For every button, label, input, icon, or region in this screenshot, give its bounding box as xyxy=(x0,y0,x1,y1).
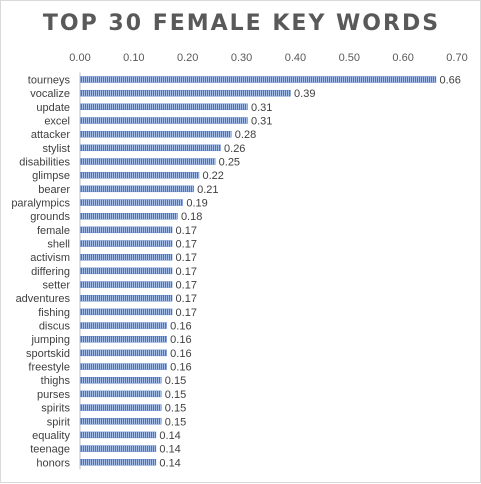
bar xyxy=(80,418,162,425)
data-label: 0.39 xyxy=(294,88,315,100)
bar xyxy=(80,322,167,329)
bar xyxy=(80,158,216,165)
bar xyxy=(80,295,173,302)
category-label: activism xyxy=(30,252,70,264)
x-tick-label: 0.70 xyxy=(446,52,467,64)
bar xyxy=(80,445,157,452)
category-label: adventures xyxy=(16,293,71,305)
data-label: 0.17 xyxy=(176,280,197,292)
bar xyxy=(80,377,162,384)
bar xyxy=(80,130,232,138)
category-label: disabilities xyxy=(19,157,70,169)
bar xyxy=(80,240,173,247)
bar xyxy=(80,336,167,343)
x-tick-label: 0.30 xyxy=(231,52,252,64)
category-label: honors xyxy=(36,457,70,469)
data-label: 0.15 xyxy=(165,403,186,415)
x-tick-label: 0.00 xyxy=(69,52,90,64)
data-label: 0.17 xyxy=(176,266,197,278)
data-label: 0.14 xyxy=(159,457,180,469)
bar xyxy=(80,144,221,152)
category-label: grounds xyxy=(30,211,70,223)
category-label: differing xyxy=(31,266,70,278)
data-label: 0.25 xyxy=(219,157,240,169)
category-label: vocalize xyxy=(30,88,70,100)
data-label: 0.26 xyxy=(224,143,245,155)
bar xyxy=(80,185,194,193)
data-label: 0.18 xyxy=(181,211,202,223)
bar xyxy=(80,390,162,398)
bar xyxy=(80,254,173,261)
x-tick-label: 0.10 xyxy=(123,52,144,64)
bar xyxy=(80,349,167,357)
data-label: 0.31 xyxy=(251,102,272,114)
category-label: tourneys xyxy=(28,75,71,87)
category-label: fishing xyxy=(38,307,70,319)
data-label: 0.16 xyxy=(170,362,191,374)
category-label: setter xyxy=(42,280,70,292)
bar xyxy=(80,199,184,206)
category-label: paralympics xyxy=(11,198,70,210)
bar xyxy=(80,363,167,370)
category-label: female xyxy=(37,225,70,237)
data-label: 0.66 xyxy=(439,75,460,87)
bar xyxy=(80,76,437,83)
x-tick-label: 0.40 xyxy=(285,52,306,64)
category-label: spirits xyxy=(41,403,70,415)
category-label: glimpse xyxy=(32,170,70,182)
category-label: discus xyxy=(39,321,71,333)
category-label: equality xyxy=(32,430,70,442)
bar xyxy=(80,308,173,316)
data-label: 0.22 xyxy=(202,170,223,182)
data-label: 0.15 xyxy=(165,375,186,387)
data-label: 0.16 xyxy=(170,321,191,333)
x-tick-label: 0.50 xyxy=(339,52,360,64)
bar xyxy=(80,404,162,411)
category-label: bearer xyxy=(38,184,70,196)
bar xyxy=(80,103,248,111)
category-label: jumping xyxy=(30,334,70,346)
category-label: attacker xyxy=(31,129,70,141)
category-label: purses xyxy=(37,389,71,401)
data-label: 0.16 xyxy=(170,348,191,360)
data-label: 0.31 xyxy=(251,116,272,128)
category-label: freestyle xyxy=(28,362,70,374)
data-label: 0.28 xyxy=(235,129,256,141)
data-label: 0.16 xyxy=(170,334,191,346)
data-label: 0.15 xyxy=(165,389,186,401)
category-label: teenage xyxy=(30,444,70,456)
data-label: 0.19 xyxy=(186,198,207,210)
x-tick-label: 0.20 xyxy=(177,52,198,64)
data-label: 0.17 xyxy=(176,307,197,319)
category-label: sportskid xyxy=(26,348,70,360)
bar xyxy=(80,431,157,439)
x-tick-label: 0.60 xyxy=(392,52,413,64)
category-label: thighs xyxy=(41,375,71,387)
data-label: 0.14 xyxy=(159,430,180,442)
data-label: 0.17 xyxy=(176,239,197,251)
chart-title: TOP 30 FEMALE KEY WORDS xyxy=(42,11,441,36)
bar xyxy=(80,226,173,234)
bar xyxy=(80,117,248,124)
category-label: spirit xyxy=(47,416,70,428)
data-label: 0.14 xyxy=(159,444,180,456)
category-label: update xyxy=(36,102,70,114)
data-label: 0.17 xyxy=(176,252,197,264)
data-label: 0.17 xyxy=(176,225,197,237)
bar xyxy=(80,89,291,97)
bar xyxy=(80,281,173,288)
category-label: excel xyxy=(44,116,70,128)
bar xyxy=(80,267,173,275)
bar xyxy=(80,171,200,179)
data-label: 0.17 xyxy=(176,293,197,305)
category-label: shell xyxy=(47,239,70,251)
data-label: 0.21 xyxy=(197,184,218,196)
data-label: 0.15 xyxy=(165,416,186,428)
bar xyxy=(80,459,157,466)
category-label: stylist xyxy=(43,143,71,155)
bar xyxy=(80,212,178,220)
